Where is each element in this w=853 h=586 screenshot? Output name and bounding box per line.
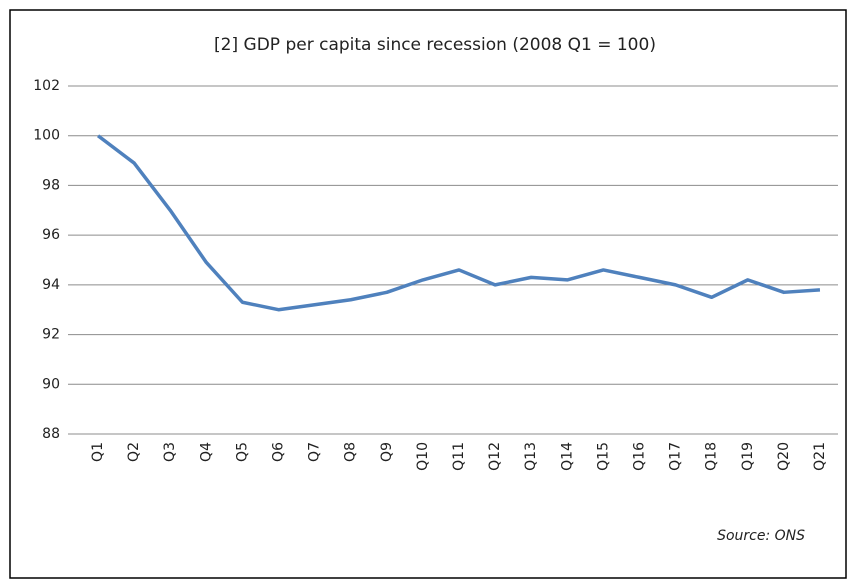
source-note: Source: ONS <box>717 528 805 544</box>
x-tick-label: Q18 <box>704 442 720 471</box>
y-tick-label: 98 <box>42 177 60 193</box>
y-tick-label: 88 <box>42 426 60 442</box>
x-tick-label: Q19 <box>740 442 756 471</box>
y-tick-label: 100 <box>33 128 60 144</box>
y-tick-label: 90 <box>42 376 60 392</box>
x-tick-label: Q7 <box>307 442 323 462</box>
x-tick-label: Q14 <box>559 442 575 471</box>
data-line <box>96 134 821 312</box>
x-tick-label: Q4 <box>198 442 214 462</box>
x-tick-label: Q6 <box>271 442 287 462</box>
x-tick-label: Q11 <box>451 442 467 471</box>
x-tick-label: Q16 <box>631 442 647 471</box>
chart-title: [2] GDP per capita since recession (2008… <box>214 35 656 55</box>
y-tick-label: 92 <box>42 327 60 343</box>
x-tick-label: Q9 <box>379 442 395 462</box>
x-tick-label: Q12 <box>487 442 503 471</box>
x-tick-label: Q8 <box>343 442 359 462</box>
x-tick-label: Q20 <box>776 442 792 471</box>
y-tick-label: 94 <box>42 277 60 293</box>
x-tick-label: Q3 <box>162 442 178 462</box>
x-tick-label: Q5 <box>234 442 250 462</box>
x-tick-label: Q2 <box>126 442 142 462</box>
x-tick-label: Q10 <box>415 442 431 471</box>
x-tick-label: Q1 <box>90 442 106 462</box>
x-tick-label: Q17 <box>668 442 684 471</box>
y-tick-label: 96 <box>42 227 60 243</box>
y-tick-label: 102 <box>33 78 60 94</box>
x-tick-label: Q15 <box>595 442 611 471</box>
x-tick-label: Q13 <box>523 442 539 471</box>
x-tick-label: Q21 <box>812 442 828 471</box>
